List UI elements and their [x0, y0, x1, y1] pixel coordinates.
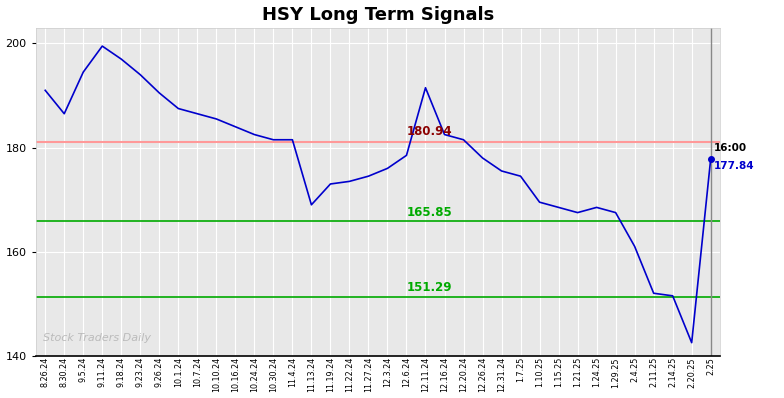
Text: Stock Traders Daily: Stock Traders Daily: [42, 333, 151, 343]
Text: 180.94: 180.94: [406, 125, 452, 138]
Text: 16:00: 16:00: [713, 142, 746, 152]
Text: 177.84: 177.84: [713, 162, 754, 172]
Text: 151.29: 151.29: [406, 281, 452, 295]
Text: 165.85: 165.85: [406, 206, 452, 219]
Title: HSY Long Term Signals: HSY Long Term Signals: [262, 6, 494, 23]
